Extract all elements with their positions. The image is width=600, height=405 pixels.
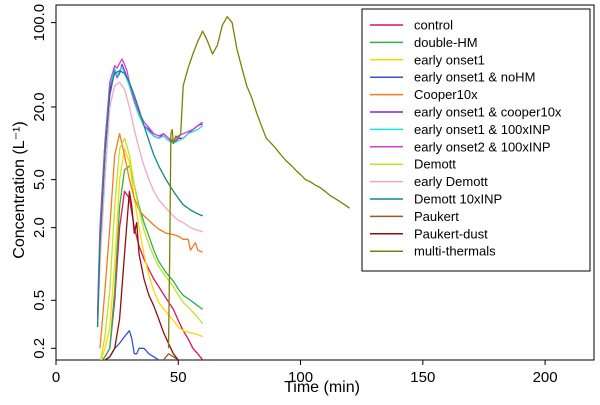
series-line: [163, 353, 179, 360]
legend-label: Paukert-dust: [414, 226, 488, 241]
legend-label: early onset1 & cooper10x: [414, 105, 562, 120]
legend-box: [361, 8, 591, 272]
y-tick-label: 100.0: [31, 4, 48, 42]
x-tick-label: 100: [288, 369, 313, 386]
legend-label: Paukert: [414, 209, 459, 224]
series-layer: [96, 16, 350, 360]
x-axis-title: Time (min): [284, 379, 360, 396]
x-tick-label: 50: [170, 369, 187, 386]
y-tick-label: 2.0: [31, 217, 48, 238]
legend-label: multi-thermals: [414, 244, 496, 259]
legend-label: early Demott: [414, 174, 488, 189]
x-tick-label: 200: [533, 369, 558, 386]
y-tick-label: 20.0: [31, 92, 48, 121]
series-line: [101, 165, 204, 360]
y-axis-title: Concentration (L⁻¹): [11, 121, 28, 258]
legend-label: Cooper10x: [414, 87, 478, 102]
x-tick-label: 150: [410, 369, 435, 386]
x-tick-label: 0: [52, 369, 60, 386]
series-line: [96, 81, 203, 328]
legend-label: Demott: [414, 157, 456, 172]
legend-label: early onset1 & noHM: [414, 70, 535, 85]
series-line: [96, 66, 204, 313]
legend-label: control: [414, 18, 453, 33]
y-tick-label: 0.2: [31, 338, 48, 359]
legend-label: double-HM: [414, 35, 478, 50]
y-tick-label: 5.0: [31, 169, 48, 190]
series-line: [103, 330, 160, 360]
series-line: [101, 190, 204, 360]
series-line: [100, 148, 203, 360]
legend-label: Demott 10xINP: [414, 192, 502, 207]
y-tick-label: 0.5: [31, 290, 48, 311]
legend-label: early onset1 & 100xINP: [414, 122, 551, 137]
series-line: [99, 133, 203, 349]
legend: control double-HM early onset1 early onset1…: [361, 8, 591, 272]
series-line: [96, 70, 203, 328]
series-line: [103, 190, 179, 360]
plot-frame: [55, 4, 595, 361]
series-line: [99, 137, 204, 360]
legend-label: early onset2 & 100xINP: [414, 139, 551, 154]
legend-label: early onset1: [414, 52, 485, 67]
tick-layer: 0 50 100 150 200 0.2 0.5 2.0 5.0 20.0 100.0: [31, 4, 558, 386]
series-line: [167, 16, 350, 349]
